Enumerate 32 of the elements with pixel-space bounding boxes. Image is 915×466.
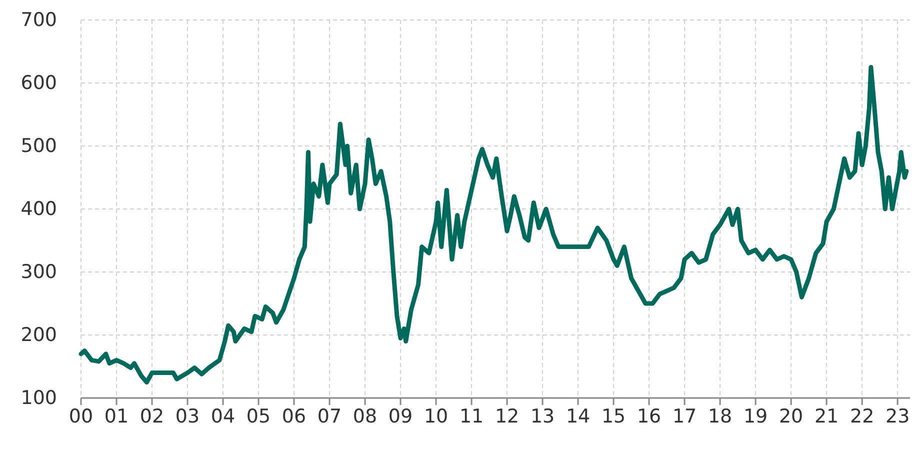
x-tick-label: 04 — [210, 405, 236, 428]
x-tick-label: 10 — [424, 405, 448, 428]
x-tick-label: 08 — [352, 405, 378, 428]
x-tick-label: 19 — [743, 405, 768, 428]
x-tick-label: 22 — [850, 405, 874, 428]
x-tick-label: 07 — [317, 405, 342, 428]
x-tick-label: 03 — [175, 405, 200, 428]
x-tick-label: 23 — [885, 405, 910, 428]
x-tick-label: 20 — [778, 405, 804, 428]
x-tick-label: 11 — [459, 405, 484, 428]
x-tick-label: 15 — [601, 405, 626, 428]
x-tick-label: 02 — [140, 405, 164, 428]
x-tick-label: 06 — [282, 405, 306, 428]
x-tick-label: 09 — [388, 405, 413, 428]
y-tick-label: 400 — [20, 198, 57, 220]
x-tick-label: 17 — [672, 405, 697, 428]
x-tick-label: 13 — [530, 405, 555, 428]
x-tick-label: 00 — [68, 405, 94, 428]
y-tick-label: 700 — [20, 9, 57, 32]
x-tick-label: 01 — [104, 405, 129, 428]
y-tick-label: 200 — [20, 324, 57, 346]
x-tick-label: 18 — [708, 405, 732, 428]
y-tick-label: 500 — [20, 135, 57, 158]
y-tick-label: 300 — [20, 261, 57, 284]
line-series — [78, 65, 909, 384]
x-tick-label: 05 — [246, 405, 271, 428]
x-tick-label: 14 — [566, 405, 590, 428]
x-tick-label: 16 — [636, 405, 662, 428]
x-tick-label: 21 — [814, 405, 839, 428]
x-tick-label: 12 — [494, 405, 520, 428]
y-tick-label: 100 — [20, 387, 57, 410]
y-tick-label: 600 — [20, 72, 57, 94]
